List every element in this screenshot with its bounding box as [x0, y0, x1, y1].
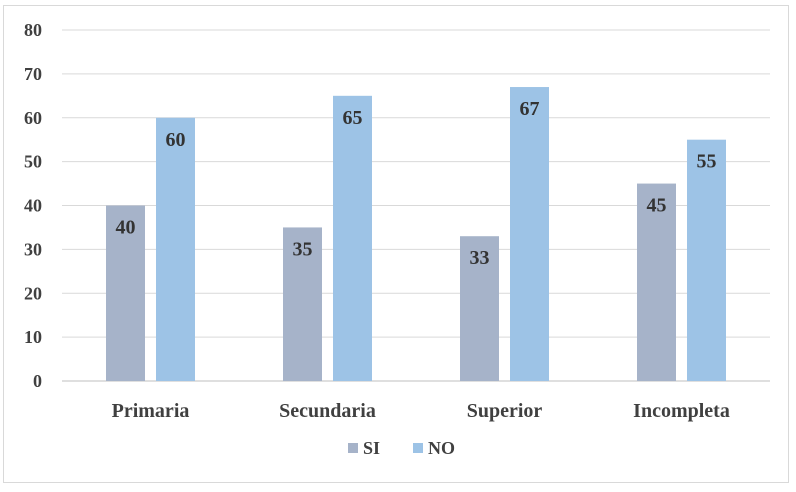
data-label: 65 [343, 107, 363, 129]
data-label: 45 [647, 195, 667, 217]
data-label: 33 [470, 247, 490, 269]
y-axis-ticks: 0 10 20 30 40 50 60 70 80 [24, 20, 42, 391]
bar-si-secundaria [283, 227, 322, 381]
data-label: 60 [166, 129, 186, 151]
y-tick-label: 70 [24, 64, 42, 84]
bar-si-superior [460, 236, 499, 381]
x-category-label: Secundaria [279, 400, 376, 422]
y-tick-label: 80 [24, 20, 42, 40]
bar-no-secundaria [333, 95, 372, 381]
y-tick-label: 60 [24, 108, 42, 128]
bar-si-incompleta [637, 183, 676, 381]
bar-no-superior [510, 87, 549, 381]
legend-swatch-si [348, 443, 358, 453]
y-tick-label: 0 [33, 371, 42, 391]
x-category-label: Superior [467, 400, 543, 422]
data-label: 55 [697, 151, 717, 173]
bar-no-primaria [156, 117, 195, 381]
x-category-label: Primaria [112, 400, 190, 422]
y-tick-label: 40 [24, 196, 42, 216]
y-tick-label: 10 [24, 327, 42, 347]
x-axis-categories: Primaria Secundaria Superior Incompleta [112, 400, 730, 422]
data-labels: 40 60 35 65 33 67 45 55 [116, 98, 717, 269]
legend-label-no: NO [428, 438, 455, 458]
legend-swatch-no [413, 443, 423, 453]
bars [106, 87, 726, 381]
legend-label-si: SI [363, 438, 380, 458]
data-label: 35 [293, 238, 313, 260]
data-label: 40 [116, 217, 136, 239]
bar-si-primaria [106, 205, 145, 381]
y-tick-label: 30 [24, 239, 42, 259]
y-tick-label: 20 [24, 283, 42, 303]
legend: SI NO [348, 438, 455, 458]
x-category-label: Incompleta [633, 400, 730, 422]
y-tick-label: 50 [24, 152, 42, 172]
bar-no-incompleta [687, 139, 726, 381]
data-label: 67 [520, 98, 540, 120]
